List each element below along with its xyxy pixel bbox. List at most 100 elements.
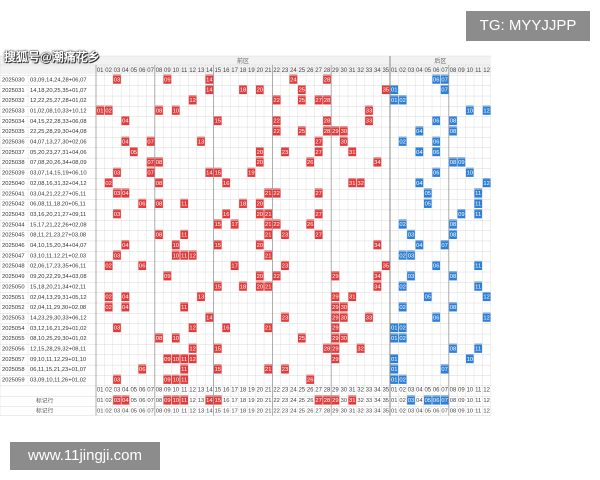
front-ball-2025044-15 (213, 219, 222, 229)
front-ball-label-2025040-2: 02 (105, 181, 111, 187)
back-ball-label-2025044-2: 02 (399, 222, 405, 228)
front-ball-2025032-25 (297, 95, 306, 105)
front-ball-2025054-16 (222, 323, 231, 333)
front-ball-2025046-10 (171, 240, 180, 250)
front-ball-label-2025045-23: 23 (282, 233, 288, 239)
draw-text-2025055: 08,10,25,29,30+01,02 (30, 336, 87, 342)
mark-front-1-31 (348, 395, 357, 405)
issue-2025039: 2025039 (2, 171, 25, 177)
back-ball-2025044-2 (398, 219, 407, 229)
back-ball-2025047-3 (407, 250, 415, 260)
front-ball-label-2025035-29: 29 (332, 129, 338, 135)
bottom-watermark: www.11jingji.com (10, 442, 160, 470)
front-ball-label-2025048-35: 35 (383, 264, 389, 270)
mark-front-label-1-30: 30 (341, 398, 347, 404)
mark-front-label-1-05: 05 (131, 398, 137, 404)
footer-num-back-09: 09 (458, 387, 465, 393)
back-ball-2025036-6 (432, 136, 441, 146)
footer-num-front-16: 16 (223, 387, 230, 393)
back-ball-2025033-12 (482, 105, 491, 115)
footer-num-front-31: 31 (349, 387, 356, 393)
front-ball-label-2025040-31: 31 (349, 181, 355, 187)
back-ball-label-2025032-1: 01 (391, 98, 397, 104)
front-ball-2025036-7 (146, 136, 155, 146)
front-ball-2025040-32 (356, 178, 365, 188)
mark-front-label-2-21: 21 (265, 409, 271, 415)
front-ball-label-2025034-4: 04 (122, 119, 129, 125)
front-ball-label-2025045-27: 27 (315, 233, 321, 239)
mark-back-label-1-03: 03 (408, 398, 414, 404)
front-ball-2025045-8 (155, 229, 163, 239)
back-ball-2025050-2 (398, 281, 407, 291)
back-ball-2025032-2 (398, 95, 407, 105)
draw-text-2025047: 03,10,11,12,21+02,03 (30, 253, 86, 259)
mark-front-1-09 (163, 395, 172, 405)
front-ball-label-2025042-20: 20 (257, 202, 263, 208)
footer-num-back-06: 06 (433, 387, 440, 393)
mark-row-label-2: 标记行 (36, 407, 54, 415)
draw-text-2025040: 02,08,16,31,32+04,12 (30, 181, 87, 187)
back-ball-2025030-7 (440, 74, 449, 84)
back-ball-label-2025037-4: 04 (416, 150, 423, 156)
front-ball-label-2025046-15: 15 (215, 243, 221, 249)
front-ball-label-2025052-30: 30 (341, 305, 347, 311)
mark-back-label-1-11: 11 (475, 398, 481, 404)
front-ball-label-2025048-2: 02 (105, 264, 111, 270)
front-ball-label-2025039-19: 19 (248, 170, 254, 176)
footer-num-front-25: 25 (298, 387, 305, 393)
back-ball-2025059-1 (390, 374, 399, 384)
front-ball-label-2025036-27: 27 (315, 139, 321, 145)
mark-front-label-1-25: 25 (299, 398, 305, 404)
header-num-front-11: 11 (181, 68, 188, 74)
back-ball-2025050-11 (474, 281, 483, 291)
front-ball-label-2025044-21: 21 (265, 222, 271, 228)
front-ball-2025055-25 (297, 333, 306, 343)
mark-front-label-1-35: 35 (383, 398, 389, 404)
front-ball-2025056-12 (188, 343, 197, 353)
front-ball-2025033-1 (96, 105, 105, 115)
mark-front-label-1-07: 07 (147, 398, 153, 404)
back-ball-label-2025045-8: 08 (450, 233, 456, 239)
mark-front-label-2-19: 19 (248, 409, 254, 415)
mark-back-label-1-06: 06 (433, 398, 439, 404)
front-ball-label-2025030-24: 24 (290, 77, 297, 83)
back-ball-2025058-1 (390, 364, 399, 374)
front-ball-label-2025043-27: 27 (315, 212, 321, 218)
mark-front-1-15 (213, 395, 222, 405)
draw-text-2025056: 12,15,28,29,32+08,11 (30, 347, 86, 353)
mark-back-label-1-05: 05 (425, 398, 431, 404)
back-ball-label-2025047-3: 03 (408, 253, 414, 259)
back-ball-label-2025040-4: 04 (416, 181, 423, 187)
back-ball-label-2025056-8: 08 (450, 346, 456, 352)
issue-2025035: 2025035 (2, 129, 25, 135)
front-ball-2025040-2 (104, 178, 113, 188)
header-num-front-08: 08 (156, 68, 163, 74)
front-ball-label-2025031-18: 18 (240, 88, 246, 94)
front-ball-label-2025036-13: 13 (198, 139, 204, 145)
front-ball-label-2025049-29: 29 (332, 274, 338, 280)
mark-front-label-1-08: 08 (156, 398, 162, 404)
header-num-front-09: 09 (164, 68, 171, 74)
front-ball-2025043-21 (264, 209, 273, 219)
header-num-back-01: 01 (391, 68, 398, 74)
draw-text-2025046: 04,10,15,20,34+04,07 (30, 243, 87, 249)
front-ball-2025033-33 (365, 105, 373, 115)
draw-text-2025031: 14,18,20,25,35+01,07 (30, 88, 87, 94)
front-ball-label-2025052-29: 29 (332, 305, 338, 311)
mark-front-label-2-29: 29 (332, 409, 338, 415)
front-ball-2025051-4 (121, 291, 130, 302)
draw-text-2025037: 05,20,23,27,31+04,06 (30, 150, 87, 156)
draw-text-2025030: 03,09,14,24,28+06,07 (30, 77, 87, 83)
issue-2025052: 2025052 (2, 305, 25, 311)
footer-num-back-01: 01 (391, 387, 398, 393)
footer-num-front-04: 04 (122, 387, 129, 393)
front-ball-2025042-6 (138, 198, 147, 208)
front-ball-label-2025032-27: 27 (315, 98, 321, 104)
mark-back-1-03 (407, 395, 415, 405)
front-ball-2025059-3 (113, 374, 121, 384)
front-ball-label-2025041-27: 27 (315, 191, 321, 197)
back-ball-2025038-9 (457, 157, 466, 167)
issue-2025048: 2025048 (2, 264, 25, 270)
mark-back-label-2-01: 01 (391, 409, 397, 415)
mark-front-label-1-33: 33 (366, 398, 372, 404)
